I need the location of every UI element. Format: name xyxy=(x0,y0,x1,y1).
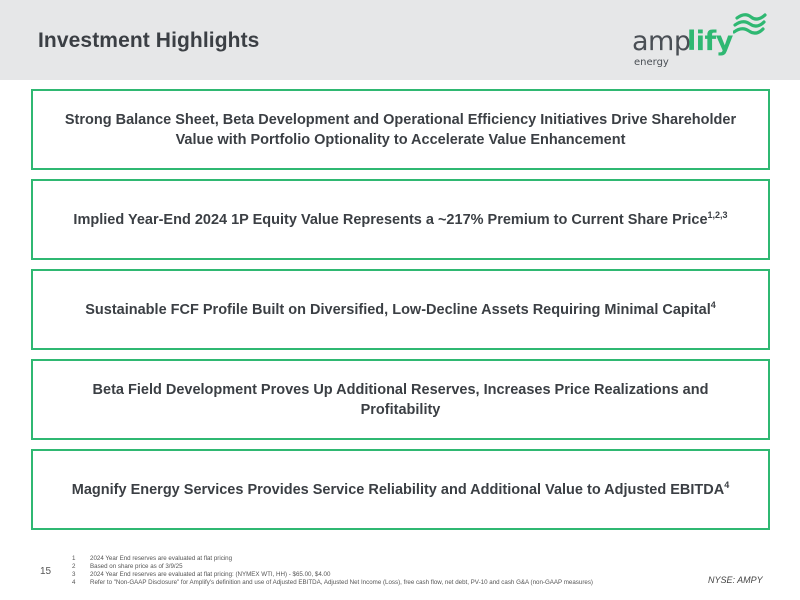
footnote-text: 2024 Year End reserves are evaluated at … xyxy=(90,571,331,578)
footnote-number: 2 xyxy=(72,563,76,570)
highlight-text: Implied Year-End 2024 1P Equity Value Re… xyxy=(73,211,708,228)
footnote-row: 1 2024 Year End reserves are evaluated a… xyxy=(72,555,632,563)
logo-text-amp: amp xyxy=(632,26,691,57)
logo-waves-icon xyxy=(733,13,767,35)
stock-ticker: NYSE: AMPY xyxy=(708,575,763,585)
highlight-text: Strong Balance Sheet, Beta Development a… xyxy=(64,111,737,148)
amplify-energy-logo: amp lify energy xyxy=(632,12,772,70)
highlight-box-2: Implied Year-End 2024 1P Equity Value Re… xyxy=(31,179,770,260)
highlight-text: Beta Field Development Proves Up Additio… xyxy=(92,381,709,418)
highlight-box-3: Sustainable FCF Profile Built on Diversi… xyxy=(31,269,770,350)
highlight-box-5: Magnify Energy Services Provides Service… xyxy=(31,449,770,530)
page-number: 15 xyxy=(40,566,52,577)
highlight-footnote-ref: 1,2,3 xyxy=(707,209,728,220)
highlight-footnote-ref: 4 xyxy=(710,299,716,310)
header-bar: Investment Highlights amp lify energy xyxy=(0,0,800,80)
highlight-text: Magnify Energy Services Provides Service… xyxy=(71,481,725,498)
highlight-box-4: Beta Field Development Proves Up Additio… xyxy=(31,359,770,440)
highlight-box-1: Strong Balance Sheet, Beta Development a… xyxy=(31,89,770,170)
footnote-row: 3 2024 Year End reserves are evaluated a… xyxy=(72,571,632,579)
highlight-text: Sustainable FCF Profile Built on Diversi… xyxy=(85,301,711,318)
page-title: Investment Highlights xyxy=(38,29,260,52)
footnote-text: 2024 Year End reserves are evaluated at … xyxy=(90,555,233,562)
footnote-number: 1 xyxy=(72,555,76,562)
footnote-text: Based on share price as of 3/9/25 xyxy=(90,563,183,570)
logo-text-energy: energy xyxy=(634,57,669,68)
footnote-row: 2 Based on share price as of 3/9/25 xyxy=(72,563,632,571)
highlight-footnote-ref: 4 xyxy=(724,479,730,490)
footnotes: 1 2024 Year End reserves are evaluated a… xyxy=(72,555,632,587)
footnote-number: 4 xyxy=(72,579,76,586)
logo-text-lify: lify xyxy=(687,26,733,57)
footnote-row: 4 Refer to "Non-GAAP Disclosure" for Amp… xyxy=(72,579,632,587)
footnote-text: Refer to "Non-GAAP Disclosure" for Ampli… xyxy=(90,579,593,586)
footnote-number: 3 xyxy=(72,571,76,578)
